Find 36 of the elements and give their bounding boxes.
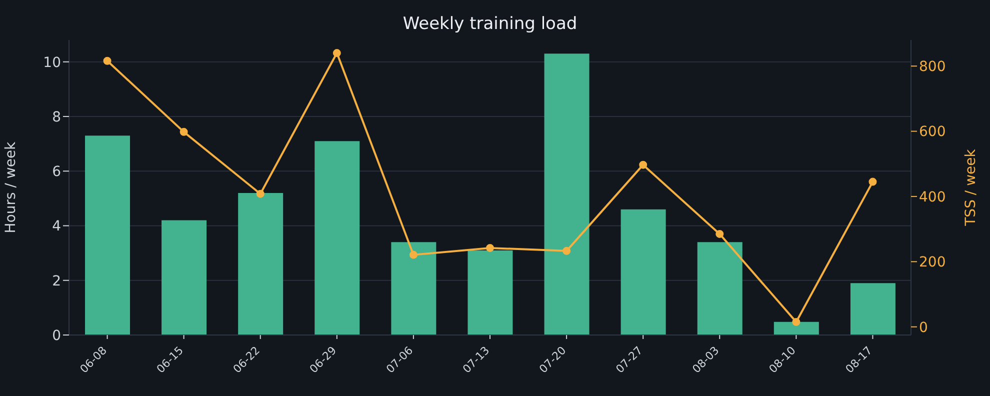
point [332, 49, 341, 58]
y-tick-label: 6 [52, 164, 62, 180]
bar [620, 209, 666, 335]
point [103, 56, 112, 65]
point [409, 250, 418, 259]
bar [774, 322, 819, 335]
y2-tick-label: 400 [919, 189, 946, 206]
bar [85, 136, 130, 335]
y-tick-label: 8 [52, 109, 61, 126]
point [639, 160, 648, 169]
y2-tick-label: 800 [919, 59, 946, 76]
y-tick-label: 0 [52, 328, 61, 344]
y-tick-label: 10 [43, 54, 61, 71]
y2-tick-label: 0 [919, 320, 928, 336]
bar [468, 250, 513, 335]
bar [697, 242, 742, 335]
point [256, 190, 264, 198]
bar [238, 192, 284, 335]
point [868, 178, 877, 186]
bar [314, 141, 360, 335]
chart-title: Weekly training load [402, 14, 578, 34]
y-tick-label: 2 [52, 273, 61, 290]
y2-tick-label: 200 [919, 254, 946, 271]
bar [544, 54, 590, 335]
point [716, 230, 724, 238]
bar [850, 283, 896, 335]
point [792, 318, 800, 326]
y2-axis-title: TSS / week [962, 148, 979, 227]
y-tick-label: 4 [52, 218, 62, 235]
y2-tick-label: 600 [919, 124, 946, 140]
point [486, 244, 494, 252]
bar [162, 220, 207, 335]
y-axis-title: Hours / week [2, 140, 19, 234]
bar [391, 242, 436, 335]
point [562, 246, 571, 255]
point [180, 128, 188, 136]
